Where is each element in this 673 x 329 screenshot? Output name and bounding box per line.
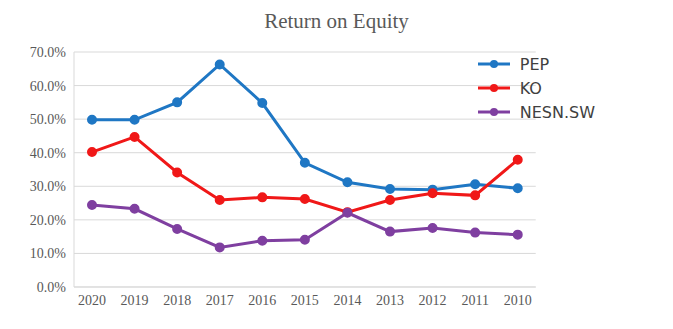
svg-text:10.0%: 10.0%	[30, 246, 67, 261]
svg-text:0.0%: 0.0%	[37, 280, 67, 295]
html-text:NESN.SW: NESN.SW	[519, 102, 595, 122]
svg-text:2013: 2013	[376, 293, 404, 308]
svg-text:2018: 2018	[163, 293, 191, 308]
svg-text:2016: 2016	[248, 293, 276, 308]
svg-text:70.0%: 70.0%	[30, 45, 67, 60]
svg-text:2011: 2011	[461, 293, 488, 308]
svg-text:2017: 2017	[206, 293, 234, 308]
html-text:Return on Equity: Return on Equity	[264, 9, 409, 33]
svg-text:2014: 2014	[333, 293, 361, 308]
html-text:KO: KO	[519, 78, 542, 98]
svg-text:2020: 2020	[78, 293, 106, 308]
svg-text:2015: 2015	[291, 293, 319, 308]
svg-text:2012: 2012	[419, 293, 447, 308]
svg-text:20.0%: 20.0%	[30, 213, 67, 228]
svg-text:60.0%: 60.0%	[30, 79, 67, 94]
svg-text:40.0%: 40.0%	[30, 146, 67, 161]
svg-text:30.0%: 30.0%	[30, 179, 67, 194]
html-text:PEP: PEP	[519, 54, 550, 74]
svg-text:2010: 2010	[504, 293, 532, 308]
svg-text:2019: 2019	[121, 293, 149, 308]
svg-text:50.0%: 50.0%	[30, 112, 67, 127]
